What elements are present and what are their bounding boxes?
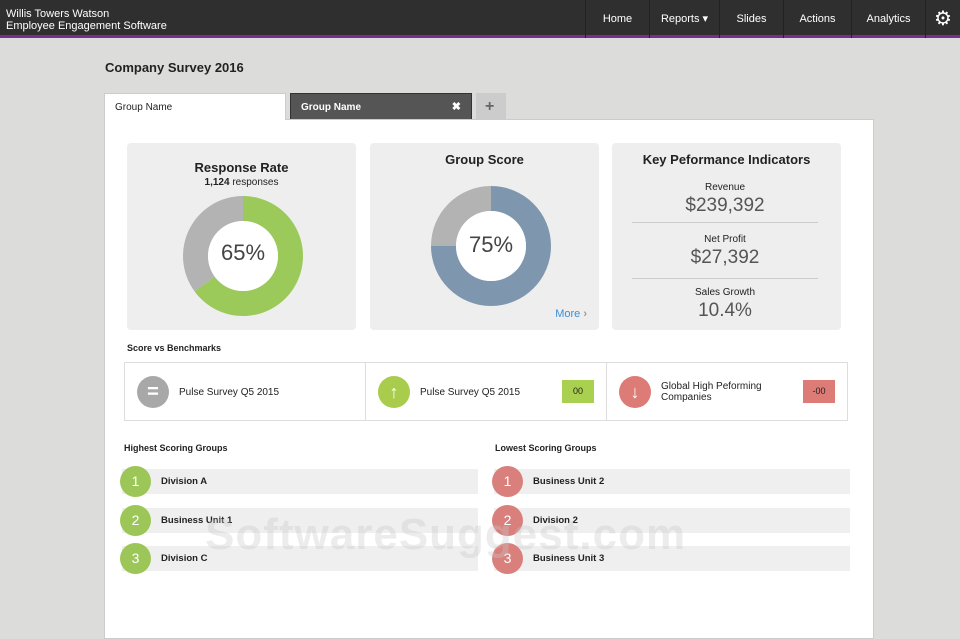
card-title: Response Rate	[194, 160, 289, 175]
donut-hole	[456, 211, 526, 281]
donut-hole	[208, 221, 278, 291]
group-label: Business Unit 3	[533, 553, 605, 564]
group-score-value-segment	[431, 186, 551, 306]
highest-group-row[interactable]: 2 Business Unit 1	[120, 505, 478, 536]
group-score-donut	[431, 186, 551, 306]
benchmark-item: ↑ Pulse Survey Q5 2015 00	[366, 363, 607, 420]
benchmark-label: Pulse Survey Q5 2015	[179, 387, 280, 398]
nav-analytics[interactable]: Analytics	[851, 0, 925, 38]
count: 1,124	[204, 177, 230, 188]
group-label: Division A	[161, 476, 208, 487]
donut-value: 75%	[468, 232, 514, 257]
kpi-label: Revenue	[704, 182, 746, 193]
equal-icon: =	[137, 376, 169, 408]
response-rate-remainder-segment	[183, 196, 243, 292]
card-title: Group Score	[445, 152, 524, 167]
lowest-group-row[interactable]: 3 Business Unit 3	[492, 543, 850, 574]
arrow-down-icon: ↓	[619, 376, 651, 408]
chevron-right-icon: ›	[583, 308, 587, 320]
benchmark-badge: -00	[803, 380, 835, 403]
rank-badge: 2	[492, 505, 523, 536]
nav-slides[interactable]: Slides	[719, 0, 783, 38]
top-bar: Willis Towers Watson Employee Engagement…	[0, 0, 960, 38]
group-score-remainder-segment	[431, 186, 491, 246]
kpi-label: Sales Growth	[694, 287, 756, 298]
tab-group-1[interactable]: Group Name	[104, 93, 286, 120]
section-title: Highest Scoring Groups	[124, 443, 228, 453]
card-title: Key Peformance Indicators	[642, 152, 811, 167]
gear-icon[interactable]: ⚙	[925, 0, 960, 38]
benchmark-item: = Pulse Survey Q5 2015	[125, 363, 366, 420]
main-nav: Home Reports ▾ Slides Actions Analytics …	[585, 0, 960, 38]
nav-actions[interactable]: Actions	[783, 0, 851, 38]
tab-group-2[interactable]: Group Name ✖	[290, 93, 472, 120]
section-title: Score vs Benchmarks	[127, 343, 222, 353]
brand: Willis Towers Watson Employee Engagement…	[6, 8, 167, 32]
group-label: Division C	[161, 553, 208, 564]
more-link[interactable]: More ›	[555, 308, 587, 320]
kpi-card: Key Peformance Indicators Revenue $239,39…	[612, 143, 841, 330]
brand-line2: Employee Engagement Software	[6, 20, 167, 32]
kpi-value: $27,392	[690, 247, 760, 268]
page-title: Company Survey 2016	[105, 60, 244, 75]
response-count: 1,124 responses	[127, 177, 356, 188]
kpi-value: $239,392	[685, 195, 765, 216]
lowest-group-row[interactable]: 2 Division 2	[492, 505, 850, 536]
benchmark-badge: 00	[562, 380, 594, 403]
kpi-label: Net Profit	[704, 234, 746, 245]
group-score-card: Group Score 75% More ›	[370, 143, 599, 330]
arrow-up-icon: ↑	[378, 376, 410, 408]
kpi-net-profit: Net Profit $27,392	[632, 234, 818, 279]
rank-badge: 3	[120, 543, 151, 574]
benchmark-label: Pulse Survey Q5 2015	[420, 387, 521, 398]
rank-badge: 3	[492, 543, 523, 574]
tab-label: Group Name	[301, 102, 362, 113]
rank-badge: 2	[120, 505, 151, 536]
more-label: More	[555, 308, 581, 320]
highest-group-row[interactable]: 3 Division C	[120, 543, 478, 574]
rank-badge: 1	[120, 466, 151, 497]
kpi-value: 10.4%	[698, 300, 752, 321]
rank-badge: 1	[492, 466, 523, 497]
count-suffix: responses	[229, 177, 279, 188]
nav-reports[interactable]: Reports ▾	[649, 0, 719, 38]
response-donut	[183, 196, 303, 316]
response-rate-card: Response Rate 1,124 responses 65%	[127, 143, 356, 330]
brand-line1: Willis Towers Watson	[6, 8, 110, 20]
close-icon[interactable]: ✖	[451, 101, 461, 113]
nav-home[interactable]: Home	[585, 0, 649, 38]
donut-value: 65%	[220, 240, 266, 265]
lowest-group-row[interactable]: 1 Business Unit 2	[492, 466, 850, 497]
group-label: Division 2	[533, 515, 578, 526]
response-rate-value-segment	[194, 196, 303, 316]
group-label: Business Unit 1	[161, 515, 233, 526]
kpi-revenue: Revenue $239,392	[632, 182, 818, 223]
benchmarks: = Pulse Survey Q5 2015 ↑ Pulse Survey Q5…	[124, 362, 848, 421]
highest-group-row[interactable]: 1 Division A	[120, 466, 478, 497]
add-tab-button[interactable]: +	[476, 93, 506, 120]
benchmark-label: Global High Peforming Companies	[661, 381, 762, 403]
benchmark-item: ↓ Global High Peforming Companies -00	[607, 363, 847, 420]
kpi-sales-growth: Sales Growth 10.4%	[632, 287, 818, 322]
section-title: Lowest Scoring Groups	[495, 443, 597, 453]
group-label: Business Unit 2	[533, 476, 605, 487]
watermark: SoftwareSuggest.com	[205, 510, 687, 559]
